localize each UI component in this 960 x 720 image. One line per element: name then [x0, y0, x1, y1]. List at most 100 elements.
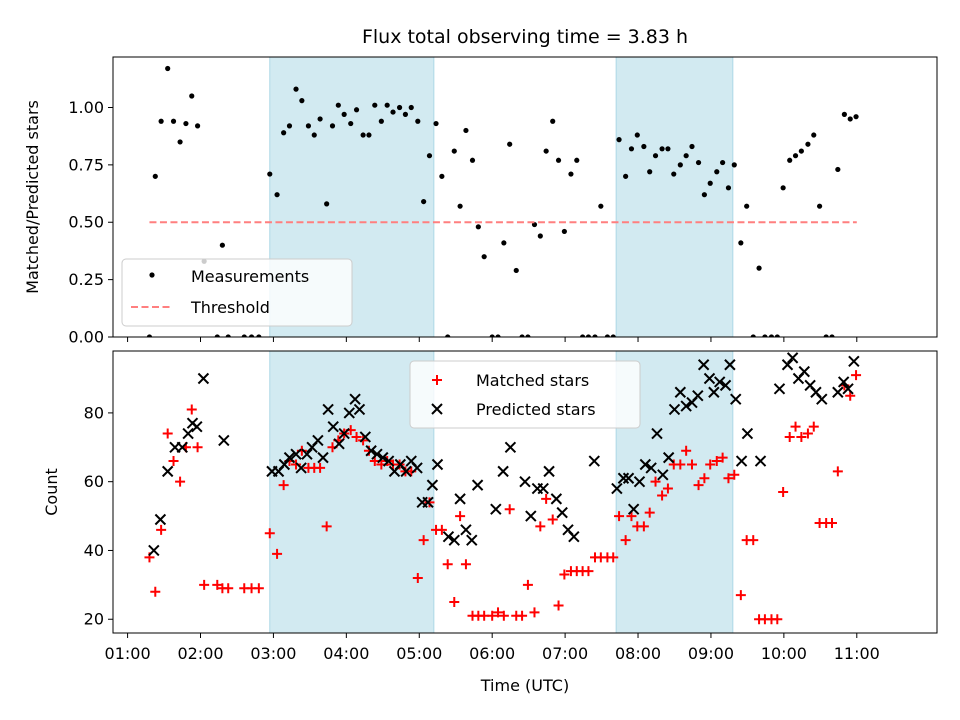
matched-stars-point — [199, 579, 210, 590]
matched-stars-point — [638, 521, 649, 532]
measurements-point — [537, 233, 543, 239]
predicted-stars-point — [816, 393, 828, 405]
measurements-point — [519, 334, 525, 337]
measurements-point — [481, 254, 487, 260]
ratio-axes-frame — [112, 56, 938, 338]
chart-title: Flux total observing time = 3.83 h — [362, 26, 688, 48]
matched-stars-point — [192, 442, 203, 453]
matched-stars-point — [699, 473, 710, 484]
measurements-point — [348, 120, 354, 127]
predicted-stars-point — [848, 355, 860, 368]
predicted-stars-point — [448, 534, 460, 546]
predicted-stars-point — [786, 352, 799, 364]
predicted-stars-point — [633, 475, 646, 488]
measurements-point — [293, 86, 299, 92]
matched-stars-point — [735, 590, 746, 601]
predicted-stars-point — [662, 451, 675, 464]
measurements-point — [720, 159, 726, 166]
predicted-stars-point — [543, 465, 555, 478]
measurements-point — [525, 334, 531, 337]
measurements-point — [731, 162, 737, 168]
measurements-point — [853, 114, 859, 120]
predicted-stars-point — [338, 427, 350, 440]
ratio-y-tick-label: 0.50 — [68, 213, 104, 232]
predicted-stars-point — [798, 365, 810, 378]
measurements-point — [324, 201, 330, 207]
matched-stars-point — [498, 610, 509, 621]
predicted-stars-point — [490, 503, 502, 515]
measurements-point — [641, 143, 647, 150]
matched-stars-point — [150, 586, 161, 597]
measurements-point — [241, 334, 247, 337]
matched-stars-point — [681, 445, 692, 456]
predicted-stars-point — [454, 493, 466, 505]
measurements-point — [677, 162, 683, 168]
predicted-stars-point — [556, 506, 568, 519]
predicted-stars-point — [371, 448, 383, 460]
matched-stars-point — [729, 469, 740, 480]
measurements-point — [707, 180, 713, 186]
predicted-stars-point — [735, 455, 748, 467]
predicted-stars-point — [182, 427, 194, 440]
measurements-point — [683, 153, 689, 159]
measurements-point — [561, 228, 567, 235]
x-tick-label: 08:00 — [615, 644, 661, 663]
predicted-stars-point — [781, 359, 794, 371]
matched-stars-point — [223, 583, 234, 594]
predicted-stars-point — [617, 472, 630, 484]
measurements-point — [725, 185, 732, 191]
measurements-point — [286, 123, 293, 129]
matched-stars-point — [186, 404, 197, 415]
ratio-y-tick-label: 1.00 — [68, 98, 104, 117]
matched-stars-point — [412, 572, 423, 583]
measurements-point — [177, 139, 183, 145]
measurements-point — [623, 173, 629, 179]
predicted-stars-point — [377, 451, 389, 464]
measurements-point — [671, 171, 677, 177]
matched-stars-point — [541, 493, 552, 504]
measurements-point — [774, 334, 780, 337]
plot-layer: 0.00 0.25 0.50 0.75 1.00 20 40 60 80 01:00 02:00 03… — [68, 56, 938, 663]
measurements-point — [585, 334, 592, 337]
matched-stars-point — [553, 600, 564, 611]
predicted-stars-point — [692, 389, 704, 402]
matched-stars-point — [493, 607, 504, 618]
ratio-y-tick-label: 0.25 — [68, 270, 104, 289]
matched-stars-point — [175, 476, 186, 487]
measurements-point — [811, 132, 817, 138]
matched-stars-point — [253, 583, 264, 594]
matched-stars-point — [705, 459, 716, 470]
matched-stars-point — [644, 507, 655, 518]
measurements-point — [787, 157, 793, 163]
measurements-point — [372, 102, 378, 108]
x-tick-label: 02:00 — [177, 644, 223, 663]
predicted-stars-point — [426, 479, 439, 491]
predicted-stars-point — [497, 465, 509, 478]
measurements-point — [513, 267, 519, 274]
x-tick-label: 05:00 — [396, 644, 442, 663]
predicted-stars-point — [639, 458, 652, 471]
measurements-point — [762, 334, 768, 337]
measurements-point — [457, 203, 463, 209]
matched-stars-point — [772, 614, 783, 625]
measurements-point — [616, 137, 622, 143]
predicted-stars-point — [317, 451, 329, 464]
predicted-stars-point — [278, 458, 291, 471]
matched-stars-point — [535, 521, 546, 532]
predicted-stars-point — [327, 420, 339, 433]
predicted-stars-point — [431, 458, 444, 471]
measurements-point — [463, 127, 469, 134]
matched-stars-point — [547, 514, 558, 525]
matched-stars-point — [522, 579, 533, 590]
x-tick-label: 07:00 — [542, 644, 588, 663]
predicted-stars-legend-label: Predicted stars — [476, 400, 596, 419]
measurements-point — [805, 141, 811, 147]
measurements-point — [194, 123, 201, 129]
measurements-point — [574, 157, 580, 163]
matched-stars-point — [711, 456, 722, 467]
matched-stars-point — [802, 428, 813, 439]
count-y-tick-label: 20 — [84, 610, 104, 629]
matched-stars-point — [455, 511, 466, 522]
predicted-stars-point — [411, 462, 423, 474]
